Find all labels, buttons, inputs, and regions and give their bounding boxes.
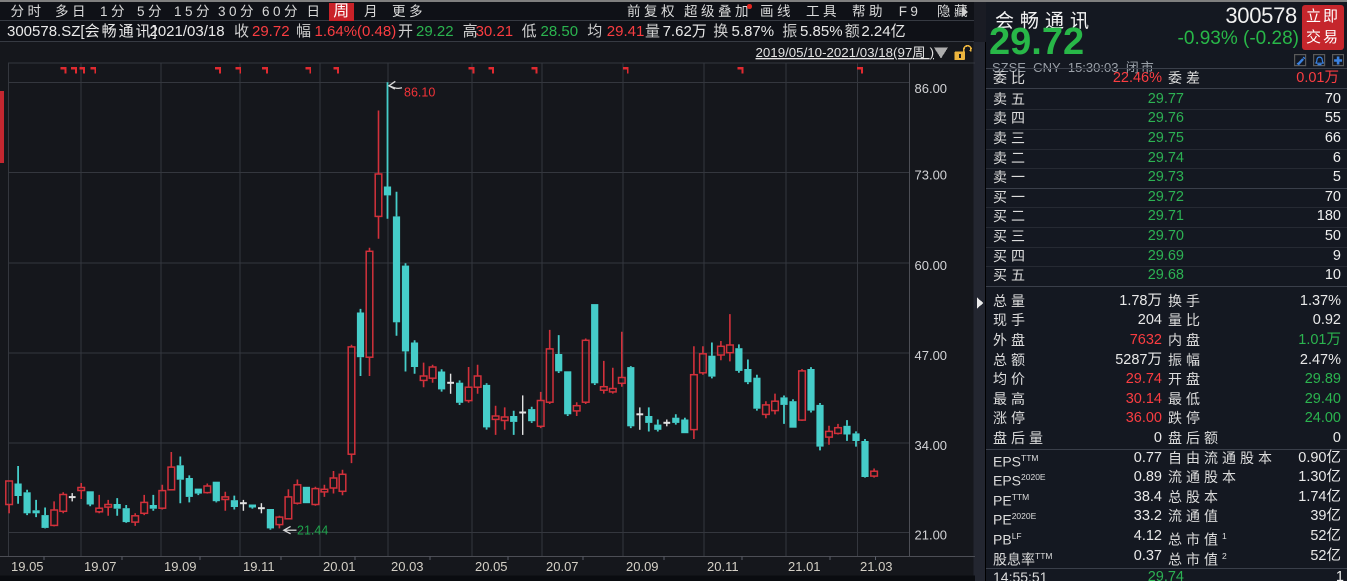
svg-text:20.09: 20.09: [626, 559, 659, 574]
svg-text:21.00: 21.00: [915, 528, 948, 543]
svg-text:21.44: 21.44: [297, 524, 328, 538]
svg-text:2019/05/10-2021/03/18(97周): 2019/05/10-2021/03/18(97周): [756, 45, 934, 60]
svg-text:86.10: 86.10: [404, 86, 435, 100]
svg-text:47.00: 47.00: [915, 348, 948, 363]
svg-text:19.09: 19.09: [164, 559, 197, 574]
svg-text:21.01: 21.01: [788, 559, 821, 574]
svg-text:19.11: 19.11: [243, 559, 275, 574]
svg-text:20.03: 20.03: [391, 559, 424, 574]
svg-text:20.11: 20.11: [707, 559, 739, 574]
svg-text:19.05: 19.05: [11, 559, 44, 574]
svg-text:73.00: 73.00: [915, 168, 948, 183]
svg-text:21.03: 21.03: [860, 559, 893, 574]
svg-text:19.07: 19.07: [84, 559, 117, 574]
svg-text:20.07: 20.07: [546, 559, 579, 574]
svg-text:60.00: 60.00: [915, 258, 948, 273]
svg-text:86.00: 86.00: [915, 81, 948, 96]
svg-text:34.00: 34.00: [915, 438, 948, 453]
svg-text:20.05: 20.05: [475, 559, 508, 574]
svg-text:20.01: 20.01: [323, 559, 356, 574]
